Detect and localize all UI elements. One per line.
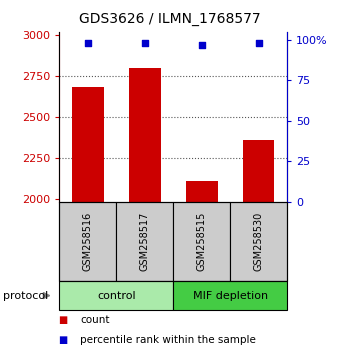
Bar xyxy=(129,68,160,202)
Text: count: count xyxy=(80,315,109,325)
Text: ■: ■ xyxy=(58,315,67,325)
Text: GSM258516: GSM258516 xyxy=(83,212,93,271)
Text: GDS3626 / ILMN_1768577: GDS3626 / ILMN_1768577 xyxy=(79,12,261,27)
Point xyxy=(256,40,261,46)
Point xyxy=(142,40,148,46)
Text: control: control xyxy=(97,291,136,301)
Text: protocol: protocol xyxy=(3,291,49,301)
Text: GSM258515: GSM258515 xyxy=(197,212,207,271)
Bar xyxy=(243,140,274,202)
Text: GSM258517: GSM258517 xyxy=(140,212,150,271)
Point xyxy=(85,40,91,46)
Text: GSM258530: GSM258530 xyxy=(254,212,264,271)
Bar xyxy=(186,181,218,202)
Bar xyxy=(72,87,104,202)
Text: ■: ■ xyxy=(58,335,67,345)
Text: percentile rank within the sample: percentile rank within the sample xyxy=(80,335,256,345)
Point xyxy=(199,42,205,48)
Text: MIF depletion: MIF depletion xyxy=(193,291,268,301)
